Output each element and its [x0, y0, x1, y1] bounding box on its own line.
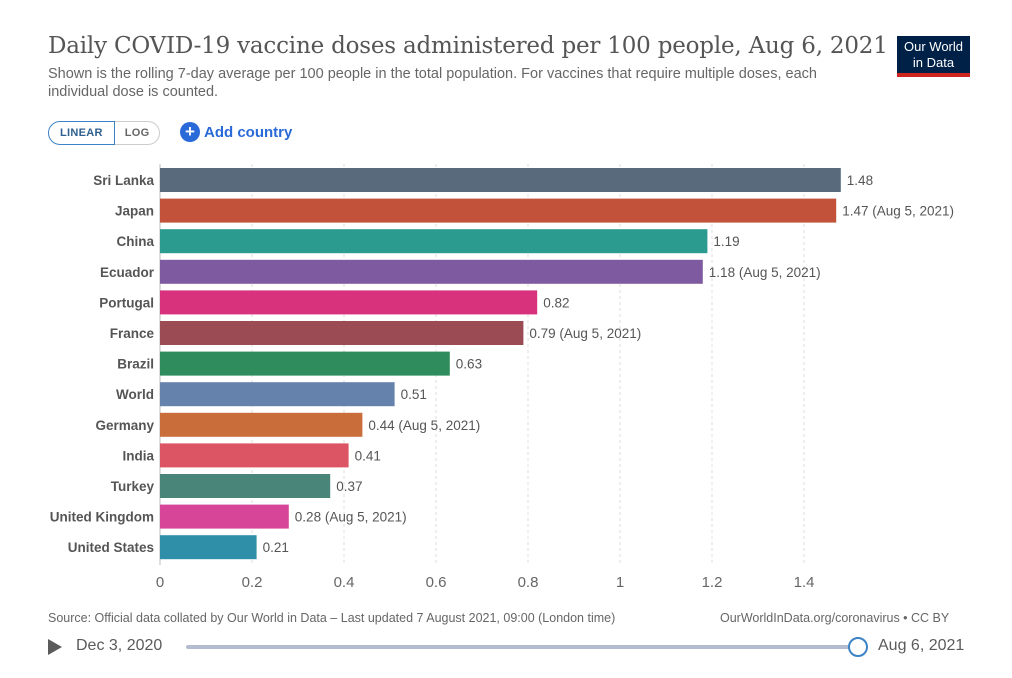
value-label: 1.48 — [847, 173, 873, 188]
category-label: United Kingdom — [50, 510, 154, 525]
bar — [160, 474, 331, 498]
value-label: 0.51 — [401, 387, 427, 402]
value-label: 1.47 (Aug 5, 2021) — [842, 204, 954, 219]
x-tick-label: 0.2 — [242, 574, 263, 591]
category-label: India — [122, 448, 154, 463]
category-label: World — [116, 387, 154, 402]
bar — [160, 382, 395, 407]
value-label: 0.63 — [456, 357, 482, 372]
bar — [160, 535, 257, 560]
bar — [160, 443, 349, 468]
bar — [160, 351, 450, 376]
category-label: France — [110, 326, 155, 341]
value-label: 0.44 (Aug 5, 2021) — [368, 418, 480, 433]
value-label: 1.19 — [713, 234, 739, 249]
category-label: Sri Lanka — [93, 173, 154, 188]
play-icon[interactable] — [48, 639, 62, 655]
x-tick-label: 0.6 — [426, 574, 447, 591]
timeline-track[interactable] — [186, 645, 858, 649]
logo-line-1: Our World — [904, 39, 963, 54]
add-country-label: Add country — [204, 123, 293, 141]
linear-scale-button[interactable]: LINEAR — [48, 121, 115, 145]
chart-title: Daily COVID-19 vaccine doses administere… — [48, 33, 888, 59]
category-label: Turkey — [111, 479, 155, 494]
x-tick-label: 1.2 — [702, 574, 723, 591]
bar — [160, 504, 289, 529]
bar — [160, 259, 703, 284]
x-tick-label: 0.8 — [518, 574, 539, 591]
x-tick-label: 0.4 — [334, 574, 355, 591]
value-label: 1.18 (Aug 5, 2021) — [709, 265, 821, 280]
x-tick-label: 1 — [616, 574, 624, 591]
x-tick-label: 1.4 — [794, 574, 815, 591]
category-label: China — [116, 234, 154, 249]
bar — [160, 321, 524, 345]
license-link[interactable]: OurWorldInData.org/coronavirus • CC BY — [720, 611, 950, 625]
timeline-end-date: Aug 6, 2021 — [878, 637, 965, 654]
chart-subtitle: Shown is the rolling 7-day average per 1… — [48, 66, 817, 100]
logo-line-2: in Data — [912, 55, 955, 70]
bar — [160, 168, 841, 192]
add-country-button[interactable]: + Add country — [180, 121, 292, 143]
category-label: Germany — [95, 418, 154, 433]
source-note[interactable]: Source: Official data collated by Our Wo… — [48, 611, 616, 625]
scale-toggle: LINEAR LOG — [48, 121, 161, 145]
value-label: 0.79 (Aug 5, 2021) — [529, 326, 641, 341]
log-scale-button[interactable]: LOG — [114, 121, 161, 145]
timeline-start-date: Dec 3, 2020 — [76, 637, 163, 654]
plus-circle-icon: + — [180, 122, 200, 142]
bar — [160, 198, 837, 223]
timeline: Dec 3, 2020 Aug 6, 2021 — [48, 634, 978, 660]
value-label: 0.21 — [263, 540, 289, 555]
owid-logo[interactable]: Our World in Data — [897, 36, 970, 77]
value-label: 0.41 — [355, 448, 381, 463]
value-label: 0.82 — [543, 295, 569, 310]
category-label: United States — [68, 540, 154, 555]
value-label: 0.37 — [336, 479, 362, 494]
category-label: Japan — [115, 204, 154, 219]
x-tick-label: 0 — [156, 574, 164, 591]
value-label: 0.28 (Aug 5, 2021) — [295, 510, 407, 525]
category-label: Portugal — [99, 295, 154, 310]
bar — [160, 412, 363, 437]
timeline-handle[interactable] — [848, 637, 868, 657]
bar — [160, 229, 708, 254]
bar-chart: 0 0.2 0.4 0.6 0.8 1 1.2 1.4 Sri Lanka 1.48 Japan 1.… — [50, 164, 954, 591]
bar — [160, 290, 538, 315]
category-label: Ecuador — [100, 265, 155, 280]
category-label: Brazil — [117, 357, 154, 372]
